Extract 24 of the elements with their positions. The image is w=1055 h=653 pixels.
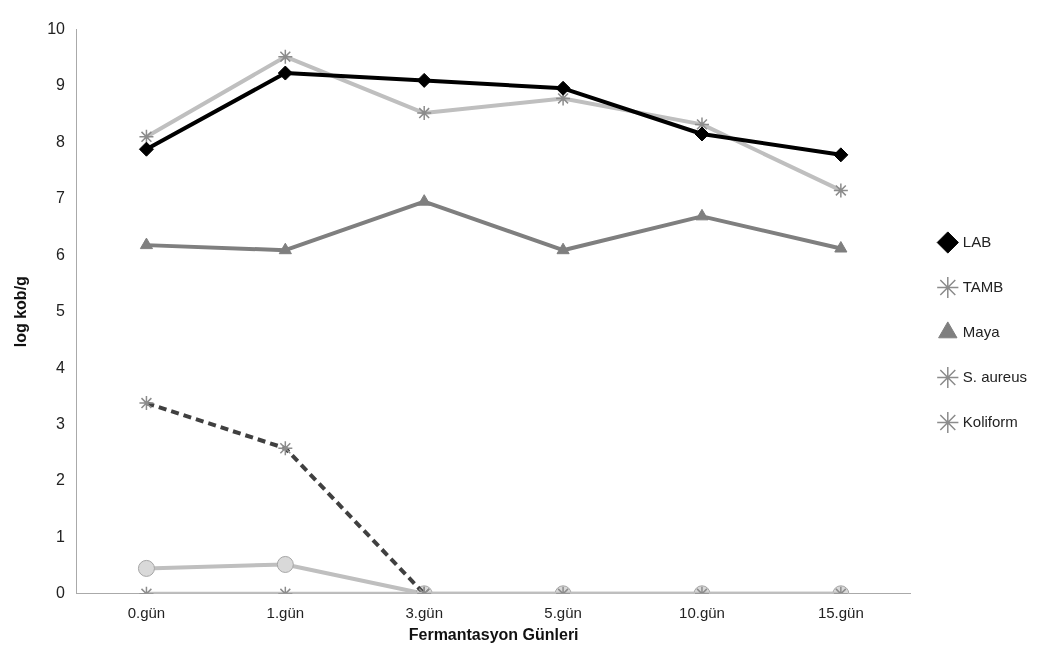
y-tick-label: 0 [56, 584, 66, 602]
y-tick-label: 9 [56, 76, 66, 94]
legend-label: S. aureus [962, 367, 1028, 385]
y-tick-label: 1 [56, 527, 66, 545]
y-tick-label: 10 [47, 20, 66, 38]
y-tick-label: 2 [56, 471, 66, 489]
y-axis-title: log kob/g [12, 276, 30, 348]
legend-label: LAB [962, 232, 992, 250]
x-tick-label: 1.gün [266, 603, 305, 621]
x-tick-label: 3.gün [405, 603, 443, 621]
x-axis-title: Fermantasyon Günleri [408, 625, 579, 643]
y-tick-label: 3 [56, 414, 66, 432]
y-tick-label: 4 [56, 358, 66, 376]
y-tick-label: 8 [56, 132, 66, 150]
x-tick-label: 0.gün [127, 603, 166, 621]
y-tick-label: 7 [56, 189, 66, 207]
y-tick-label: 6 [56, 245, 66, 263]
x-tick-label: 15.gün [817, 603, 864, 621]
y-tick-label: 5 [56, 302, 66, 320]
x-tick-label: 10.gün [679, 603, 725, 621]
legend-label: Koliform [962, 412, 1018, 430]
legend-label: Maya [962, 322, 1001, 340]
legend-label: TAMB [962, 277, 1004, 295]
x-tick-label: 5.gün [544, 603, 582, 621]
